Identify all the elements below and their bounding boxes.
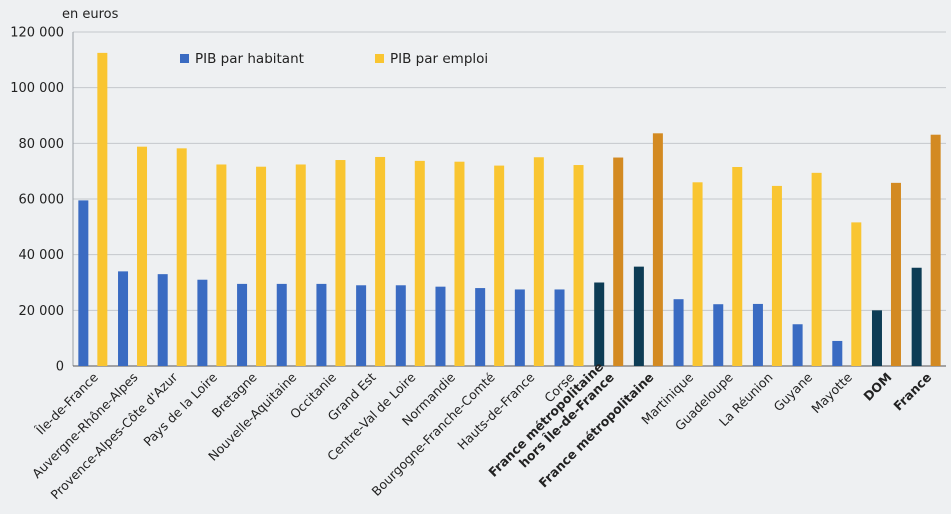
bar-pib-par-emploi [533,157,544,366]
x-tick-label: Mayotte [808,369,855,416]
bar-pib-par-habitant [832,340,843,366]
bar-pib-par-emploi [771,185,782,366]
x-tick-label: France métropolitaine [485,359,606,480]
legend-swatch [375,54,384,63]
bar-pib-par-emploi [137,146,148,366]
bar-pib-par-habitant [792,324,803,366]
bar-pib-par-habitant [435,286,446,366]
bar-pib-par-habitant [78,200,89,366]
bar-pib-par-emploi [494,165,505,366]
y-axis-ticks: 0 20 000 40 000 60 000 80 000 100 000 120 000 [10,26,64,375]
y-tick-label: 40 000 [19,248,65,263]
y-tick-label: 20 000 [19,304,65,319]
bar-pib-par-emploi [573,165,584,366]
y-tick-label: 120 000 [10,26,64,41]
x-tick-label-group: France [890,370,934,414]
bar-pib-par-habitant [118,271,129,366]
legend-item-pib-par-habitant: PIB par habitant [195,51,304,67]
bar-pib-par-emploi [176,148,187,366]
bar-pib-par-emploi [375,156,386,366]
bar-pib-par-habitant [633,266,644,366]
bars [78,52,941,366]
legend: PIB par habitant PIB par emploi [180,51,488,67]
bar-pib-par-habitant [752,303,763,366]
bar-pib-par-emploi [930,134,941,366]
bar-pib-par-emploi [652,133,663,366]
x-tick-label: France [890,370,934,414]
y-tick-label: 0 [56,360,64,375]
legend-swatch [180,54,189,63]
bar-pib-par-emploi [811,172,822,366]
bar-pib-par-emploi [732,166,743,366]
x-tick-label-group: Guyane [770,369,815,414]
bar-pib-par-emploi [692,182,703,366]
x-axis-labels: Île-de-FranceAuvergne-Rhône-AlpesProvenc… [29,359,934,502]
x-tick-label-group: DOM [860,370,894,404]
bar-pib-par-emploi [414,160,425,366]
bar-pib-par-emploi [335,160,346,366]
bar-pib-par-habitant [316,283,327,366]
bar-pib-par-emploi [97,52,108,366]
bar-pib-par-habitant [673,299,684,366]
bar-pib-par-habitant [475,288,486,366]
bar-pib-par-habitant [514,289,525,366]
bar-pib-par-habitant [911,267,922,366]
bar-pib-par-habitant [594,282,605,366]
bar-pib-par-habitant [554,289,565,366]
bar-pib-par-habitant [157,274,168,366]
bar-pib-par-emploi [256,166,267,366]
x-tick-label: DOM [860,370,894,404]
bar-pib-par-habitant [276,283,287,366]
x-tick-label: Guyane [770,369,815,414]
bar-pib-par-emploi [295,164,306,366]
legend-item-pib-par-emploi: PIB par emploi [390,51,488,67]
bar-pib-par-habitant [356,285,367,366]
bar-pib-par-emploi [890,182,901,366]
x-tick-label-group: Mayotte [808,369,855,416]
bar-pib-par-emploi [454,161,465,366]
bar-pib-par-emploi [613,157,624,366]
y-tick-label: 60 000 [19,193,65,208]
bar-pib-par-emploi [851,222,862,366]
bar-pib-par-habitant [395,285,406,366]
y-axis-unit-label: en euros [62,7,119,22]
bar-pib-par-emploi [216,164,227,366]
bar-pib-par-habitant [197,279,208,366]
y-tick-label: 80 000 [19,137,65,152]
y-tick-label: 100 000 [10,81,64,96]
bar-pib-par-habitant [237,283,248,366]
bar-pib-par-habitant [871,310,882,366]
bar-pib-par-habitant [713,304,724,366]
